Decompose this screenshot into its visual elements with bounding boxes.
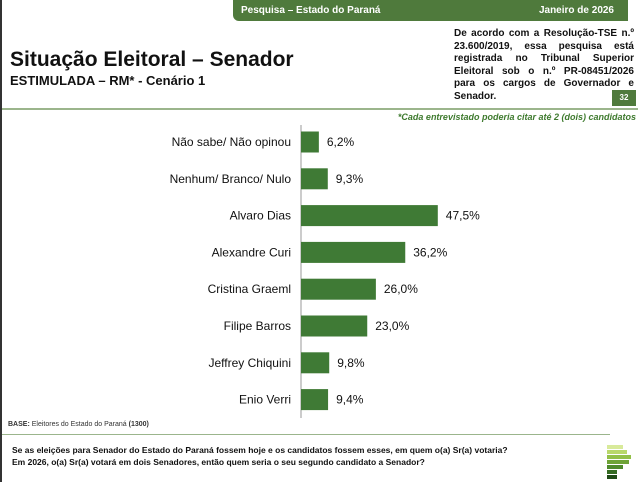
value-label: 26,0% (384, 282, 418, 296)
value-label: 36,2% (413, 245, 447, 259)
survey-label: Pesquisa – Estado do Paraná (241, 5, 381, 16)
bar (301, 278, 376, 300)
date-label: Janeiro de 2026 (538, 5, 614, 16)
bar (301, 241, 406, 263)
category-label: Filipe Barros (224, 319, 291, 333)
value-label: 23,0% (375, 319, 409, 333)
bar (301, 205, 438, 227)
bar (301, 168, 328, 190)
category-label: Não sabe/ Não opinou (172, 135, 291, 149)
base-note: BASE: Eleitores do Estado do Paraná (130… (8, 421, 149, 428)
question-1: Se as eleições para Senador do Estado do… (12, 445, 508, 455)
base-text: Eleitores do Estado do Paraná (29, 421, 129, 428)
category-label: Alexandre Curi (212, 245, 291, 259)
page-number: 32 (612, 90, 636, 106)
header-bar: Pesquisa – Estado do Paraná Janeiro de 2… (233, 0, 628, 21)
bar (301, 131, 319, 153)
bar (301, 352, 330, 374)
page-title: Situação Eleitoral – Senador (10, 48, 294, 71)
question-2: Em 2026, o(a) Sr(a) votará em dois Senad… (12, 457, 425, 467)
bar (301, 389, 329, 411)
category-label: Jeffrey Chiquini (209, 356, 292, 370)
category-label: Enio Verri (239, 393, 291, 407)
value-label: 47,5% (446, 209, 480, 223)
value-label: 6,2% (327, 135, 355, 149)
category-label: Cristina Graeml (208, 282, 291, 296)
divider (2, 108, 638, 110)
value-label: 9,4% (336, 393, 364, 407)
divider-bottom (2, 434, 610, 435)
page-subtitle: ESTIMULADA – RM* - Cenário 1 (10, 73, 206, 88)
base-n: (1300) (128, 421, 149, 428)
base-label: BASE: (8, 421, 30, 428)
legal-note: De acordo com a Resolução-TSE n.º 23.600… (454, 28, 634, 102)
footnote: *Cada entrevistado poderia citar até 2 (… (397, 112, 636, 122)
logo-icon (607, 445, 631, 479)
value-label: 9,8% (337, 356, 365, 370)
question-text: Se as eleições para Senador do Estado do… (12, 444, 508, 468)
value-label: 9,3% (336, 172, 364, 186)
bar (301, 315, 368, 337)
left-border (0, 0, 2, 482)
category-label: Nenhum/ Branco/ Nulo (170, 172, 292, 186)
bar-chart: Não sabe/ Não opinou 6,2% Nenhum/ Branco/ … (170, 125, 480, 418)
category-label: Alvaro Dias (230, 209, 291, 223)
